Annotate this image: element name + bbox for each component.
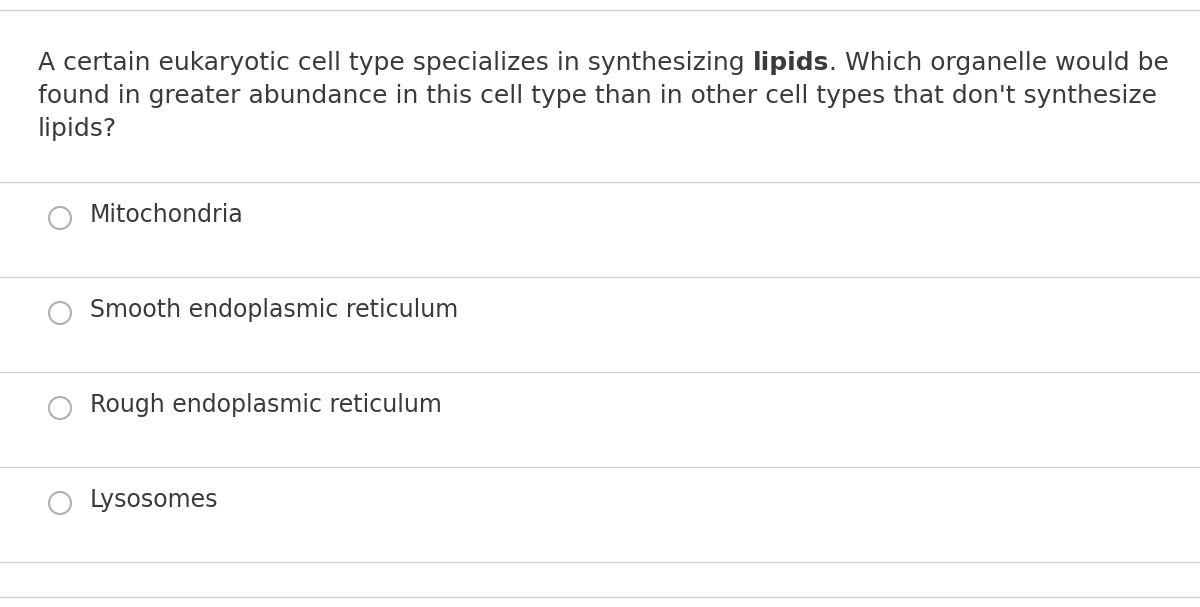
Text: lipids: lipids xyxy=(752,51,829,75)
Text: Smooth endoplasmic reticulum: Smooth endoplasmic reticulum xyxy=(90,298,458,322)
Text: Rough endoplasmic reticulum: Rough endoplasmic reticulum xyxy=(90,393,442,417)
Text: Mitochondria: Mitochondria xyxy=(90,203,244,227)
Text: Lysosomes: Lysosomes xyxy=(90,488,218,512)
Text: found in greater abundance in this cell type than in other cell types that don't: found in greater abundance in this cell … xyxy=(38,84,1157,108)
Text: . Which organelle would be: . Which organelle would be xyxy=(829,51,1169,75)
Text: A certain eukaryotic cell type specializes in synthesizing: A certain eukaryotic cell type specializ… xyxy=(38,51,752,75)
Text: lipids?: lipids? xyxy=(38,117,118,141)
